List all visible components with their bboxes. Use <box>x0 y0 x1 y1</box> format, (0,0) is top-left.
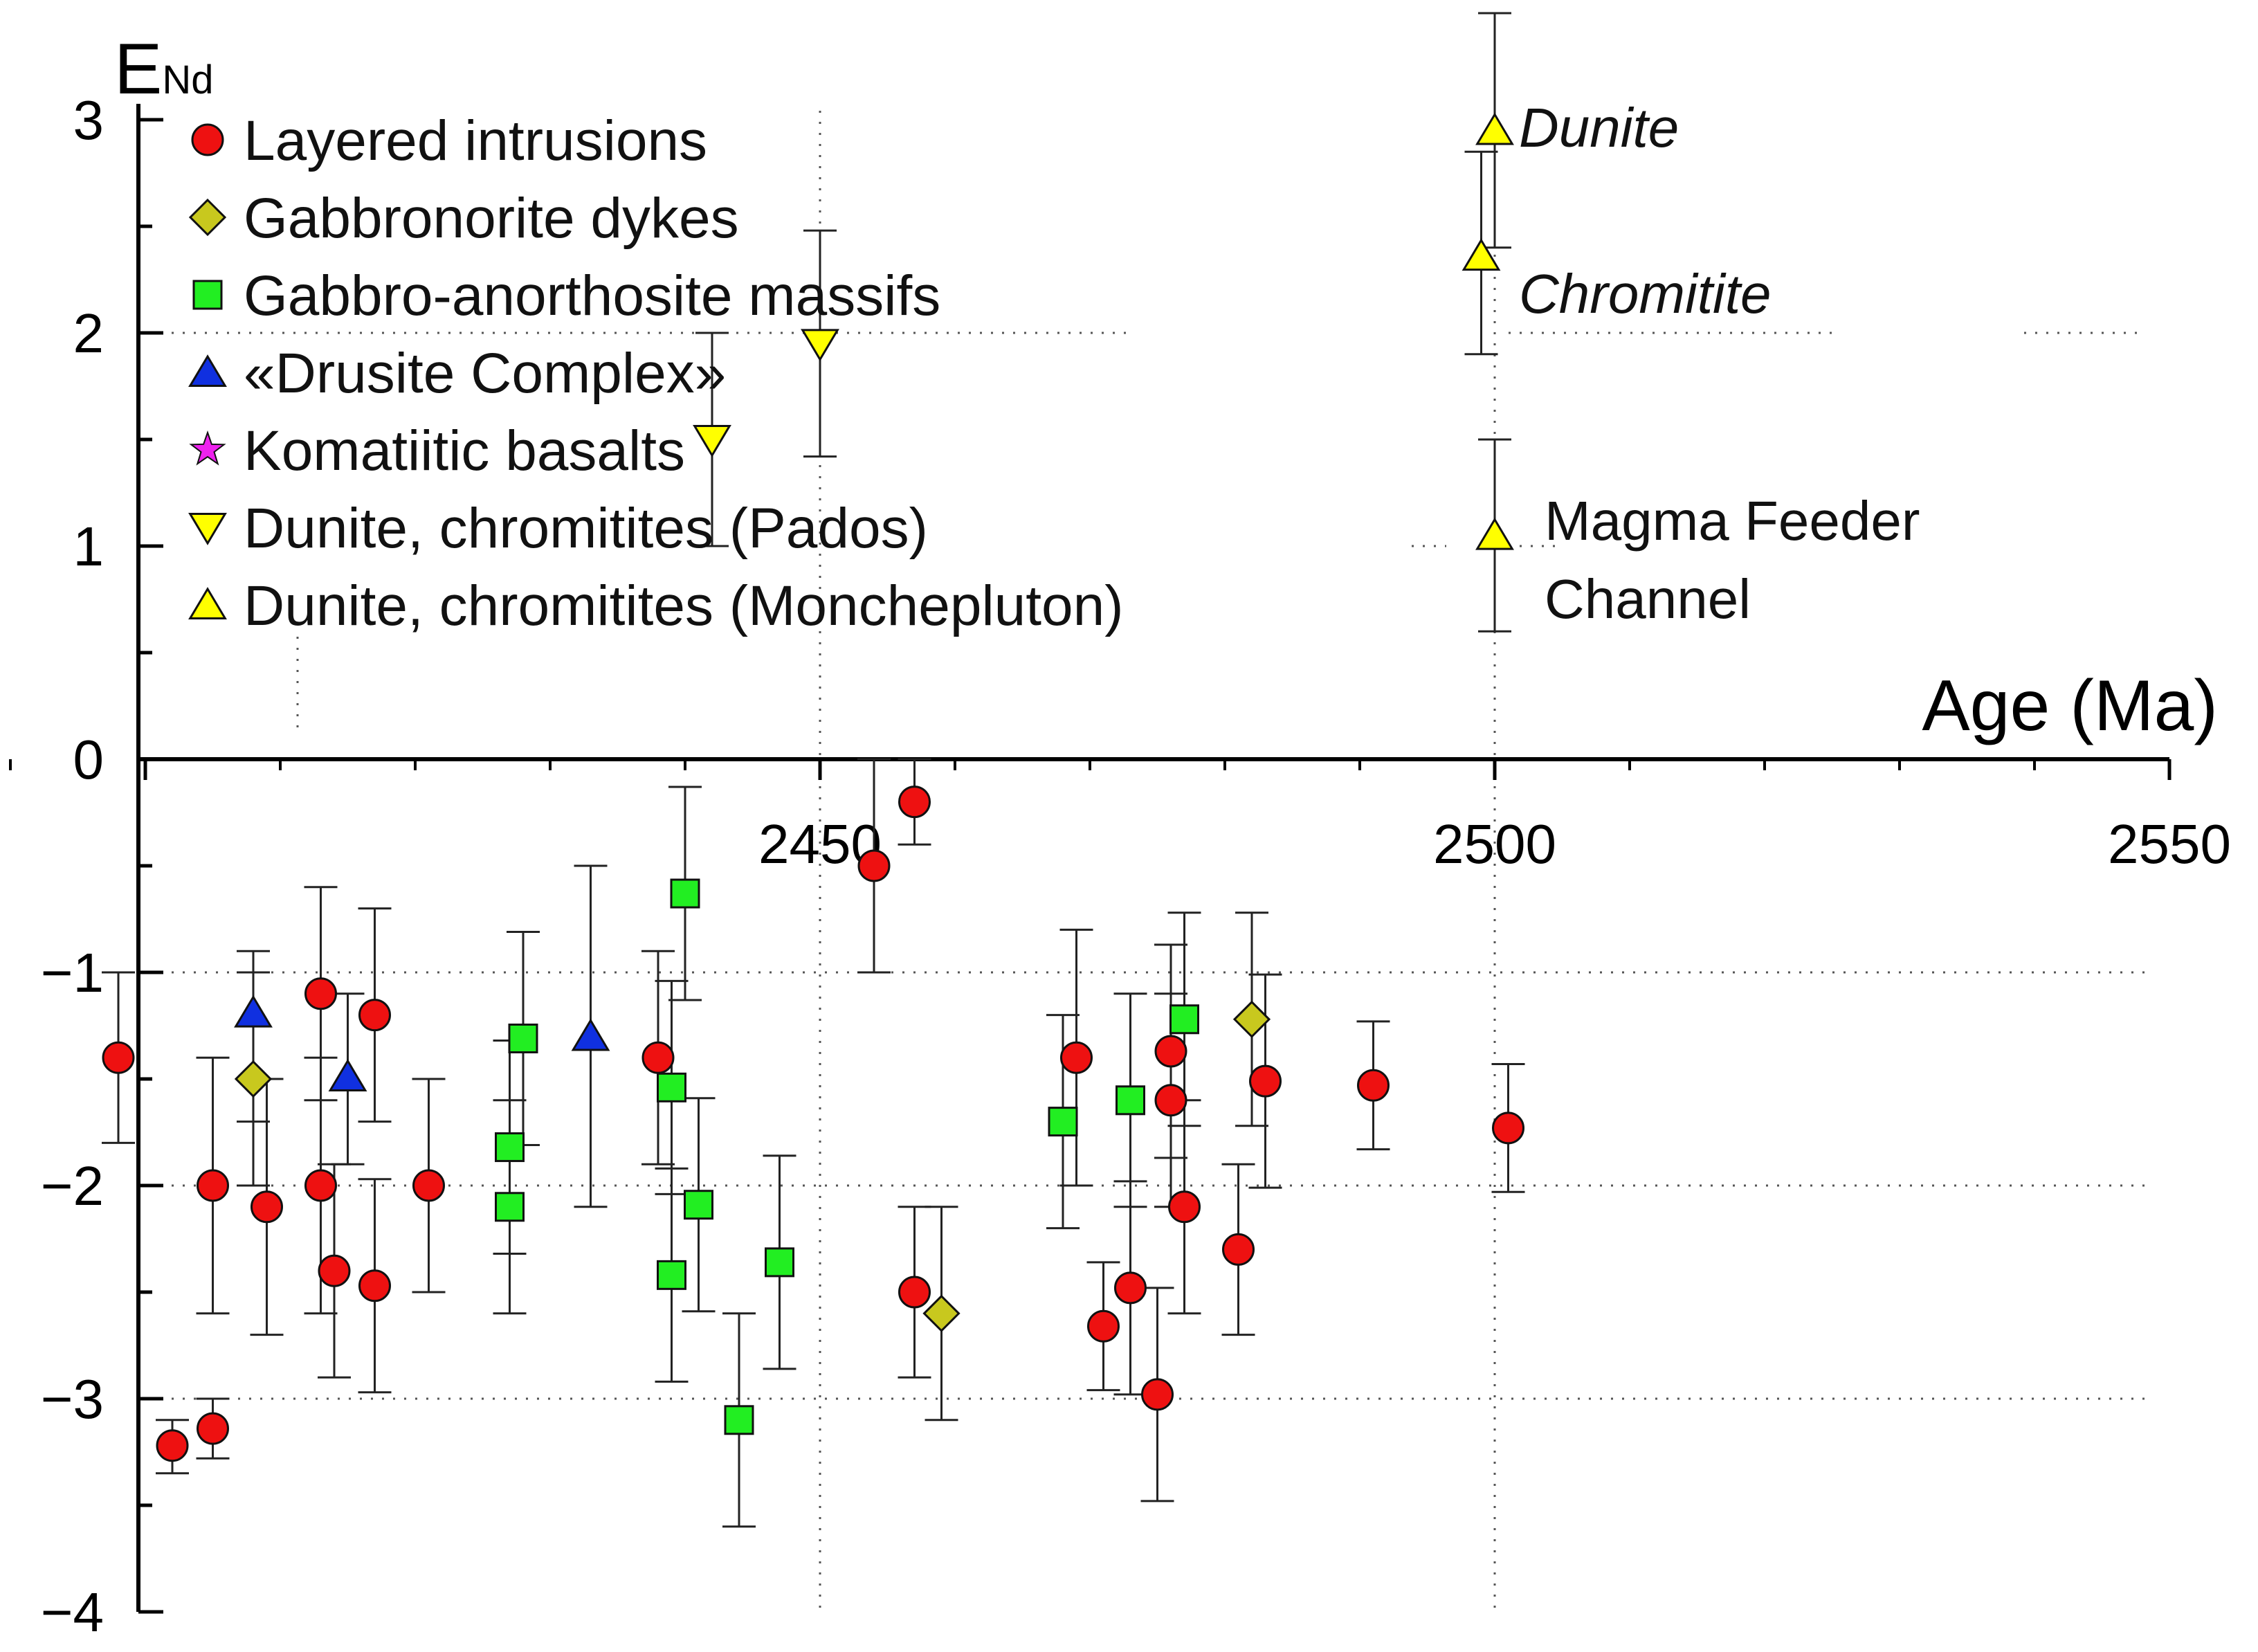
gabbro_anorthosite-point <box>508 1023 538 1053</box>
data-markers <box>102 112 1524 1462</box>
y-tick-label: 2 <box>73 302 104 364</box>
layered-point <box>1114 1271 1147 1305</box>
legend-marker-drusite <box>188 354 227 388</box>
layered-point <box>898 1276 931 1309</box>
gabbro_anorthosite-point <box>495 1192 525 1222</box>
annotation-feeder-line1: Magma Feeder <box>1545 490 1920 552</box>
gabbro_anorthosite-point <box>670 878 700 909</box>
layered-point <box>1087 1309 1120 1343</box>
gabbro_anorthosite-point <box>1116 1085 1145 1116</box>
layered-point <box>358 999 391 1032</box>
legend-label-gabbronorite: Gabbronorite dykes <box>244 187 739 250</box>
layered-point <box>1492 1111 1524 1145</box>
gabbro_anorthosite-point <box>684 1190 713 1220</box>
layered-point <box>898 786 931 819</box>
layered-point <box>641 1041 675 1074</box>
legend-marker-layered <box>191 123 224 156</box>
y-axis-title-sub: Nd <box>162 57 213 102</box>
y-tick-label: 1 <box>73 516 104 577</box>
gabbro_anorthosite-point <box>495 1132 525 1163</box>
layered-point <box>197 1169 229 1202</box>
layered-point <box>412 1169 445 1202</box>
gabbronorite-point <box>1232 1000 1271 1038</box>
gabbro_anorthosite-point <box>1169 1004 1199 1035</box>
drusite-point <box>234 995 273 1028</box>
layered-point <box>156 1429 189 1462</box>
layered-point <box>197 1412 229 1445</box>
x-tick-label: 2500 <box>1433 813 1556 875</box>
layered-point <box>304 1169 337 1202</box>
legend-label-gabbro_anorthosite: Gabbro-anorthosite massifs <box>244 264 940 327</box>
gabbro_anorthosite-point <box>657 1072 686 1102</box>
axes <box>136 104 2169 1612</box>
legend-marker-gabbro_anorthosite <box>192 280 223 310</box>
layered-point <box>1141 1378 1174 1411</box>
x-tick-label: 2550 <box>2108 813 2231 875</box>
legend-label-pados: Dunite, chromitites (Pados) <box>244 497 928 560</box>
layered-point <box>304 977 337 1010</box>
y-axis-title: ENd <box>114 29 214 109</box>
gabbro_anorthosite-point <box>765 1247 794 1278</box>
y-tick-label: −1 <box>41 942 104 1004</box>
legend-marker-komatiitic <box>189 430 226 466</box>
y-tick-label: −4 <box>41 1581 104 1643</box>
layered-point <box>1222 1233 1255 1266</box>
layered-point <box>318 1254 351 1287</box>
layered-point <box>1154 1035 1187 1068</box>
y-tick-label: −2 <box>41 1155 104 1217</box>
legend-marker-pados <box>188 512 227 545</box>
gabbronorite-point <box>234 1060 273 1098</box>
y-tick-label: 0 <box>73 729 104 790</box>
gridlines <box>138 111 2152 1612</box>
layered-point <box>1154 1084 1187 1117</box>
legend-marker-gabbronorite <box>188 198 227 237</box>
layered-point <box>1249 1064 1282 1098</box>
legend-label-komatiitic: Komatiitic basalts <box>244 419 685 482</box>
x-axis-title: Age (Ma) <box>1922 666 2218 746</box>
monchepluton-point <box>1475 112 1514 145</box>
legend-label-monchepluton: Dunite, chromitites (Monchepluton) <box>244 574 1124 637</box>
gabbronorite-point <box>922 1294 960 1332</box>
y-tick-label: 3 <box>73 89 104 151</box>
layered-point <box>1060 1041 1093 1074</box>
gabbro_anorthosite-point <box>1048 1107 1078 1137</box>
pados-point <box>693 424 731 457</box>
gabbro_anorthosite-point <box>724 1405 754 1435</box>
y-axis-title-main: E <box>114 29 162 109</box>
layered-point <box>102 1041 135 1074</box>
annotation-dunite: Dunite <box>1519 97 1679 158</box>
annotation-chromitite: Chromitite <box>1519 263 1772 325</box>
annotation-feeder-line2: Channel <box>1545 568 1751 630</box>
layered-point <box>1357 1069 1390 1102</box>
monchepluton-point <box>1475 517 1514 550</box>
legend-marker-monchepluton <box>188 587 227 620</box>
layered-point <box>857 849 891 882</box>
drusite-point <box>571 1018 610 1051</box>
error-bars <box>102 12 1525 1528</box>
layered-point <box>251 1190 283 1224</box>
drusite-point <box>328 1058 367 1091</box>
y-tick-label: −3 <box>41 1368 104 1430</box>
layered-point <box>358 1269 391 1302</box>
gabbro_anorthosite-point <box>657 1260 686 1290</box>
monchepluton-point <box>1462 238 1501 271</box>
legend-label-drusite: «Drusite Complex» <box>244 342 726 405</box>
layered-point <box>1168 1190 1201 1224</box>
legend-label-layered: Layered intrusions <box>244 109 707 172</box>
pados-point <box>801 329 839 362</box>
legend: Layered intrusions Gabbronorite dykes Gabb… <box>188 109 1124 637</box>
